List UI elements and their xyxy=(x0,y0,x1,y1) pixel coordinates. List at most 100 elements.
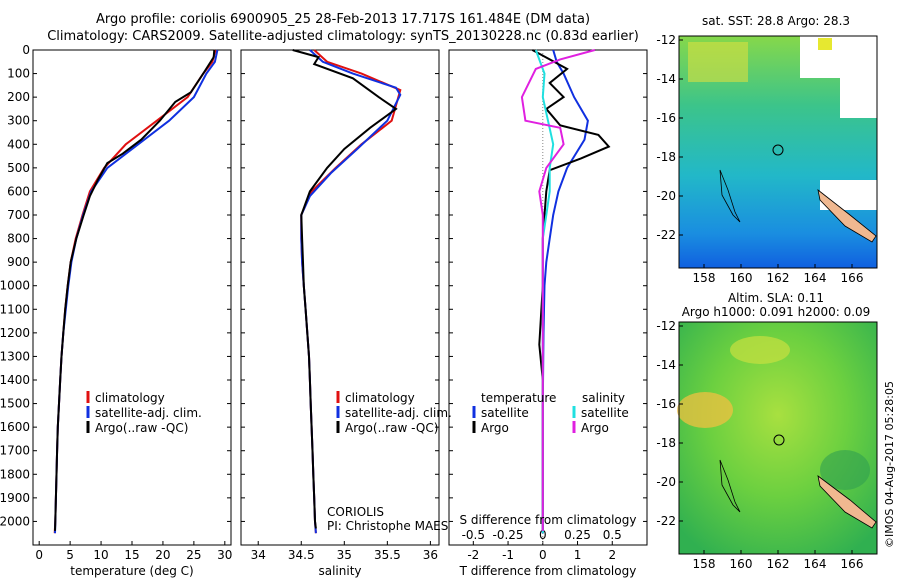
lon-tick-label: 166 xyxy=(841,271,864,285)
legend-label-clim: climatology xyxy=(95,391,165,405)
diff-legend-temp-title: temperature xyxy=(481,391,556,405)
salinity-axis-label: salinity xyxy=(318,564,361,578)
x-tick-label: 1 xyxy=(574,548,582,562)
salinity-chart: 34 34.5 35 35.5 36 xyxy=(241,49,439,562)
lat-tick-label: -18 xyxy=(656,436,676,450)
sst-map xyxy=(678,35,878,269)
y-tick-label: 400 xyxy=(7,137,30,151)
x-tick-label: 34.5 xyxy=(288,548,315,562)
y-tick-label: 300 xyxy=(7,114,30,128)
argo-position-marker xyxy=(772,144,784,156)
vanuatu-coastline xyxy=(719,169,741,223)
lon-tick-label: 158 xyxy=(693,557,716,571)
new-caledonia-island xyxy=(817,475,877,529)
legend-label-sat: satellite-adj. clim. xyxy=(345,406,452,420)
y-tick-label: 1100 xyxy=(0,302,30,316)
lon-tick-label: 158 xyxy=(693,271,716,285)
s-tick-label: 0.25 xyxy=(564,528,591,542)
lat-tick-label: -14 xyxy=(656,358,676,372)
sst-warm-patch xyxy=(688,42,748,82)
lat-tick-label: -12 xyxy=(656,319,676,333)
lat-tick-label: -22 xyxy=(656,514,676,528)
x-tick-label: 36 xyxy=(423,548,438,562)
x-tick-label: 10 xyxy=(93,548,108,562)
series-line xyxy=(300,49,402,534)
sla-map-title-2: Argo h1000: 0.091 h2000: 0.09 xyxy=(682,305,871,319)
diff-label-sal-argo: Argo xyxy=(581,421,609,435)
diff-legend-sal-title: salinity xyxy=(582,391,625,405)
y-tick-label: 500 xyxy=(7,161,30,175)
difference-panel-frame xyxy=(448,49,648,546)
lat-tick-label: -14 xyxy=(656,72,676,86)
x-tick-label: 0 xyxy=(539,548,547,562)
x-tick-label: 35.5 xyxy=(374,548,401,562)
y-tick-label: 1300 xyxy=(0,349,30,363)
sst-missing-area-2 xyxy=(840,78,877,118)
lon-tick-label: 164 xyxy=(804,557,827,571)
temperature-panel-frame xyxy=(32,49,232,546)
header-line-1: Argo profile: coriolis 6900905_25 28-Feb… xyxy=(96,12,590,27)
lat-tick-label: -12 xyxy=(656,33,676,47)
lon-tick-label: 166 xyxy=(841,557,864,571)
lat-tick-label: -16 xyxy=(656,397,676,411)
y-tick-label: 2000 xyxy=(0,514,30,528)
s-tick-label: -0.25 xyxy=(493,528,524,542)
series-line xyxy=(54,49,216,531)
legend-label-clim: climatology xyxy=(345,391,415,405)
header-line-2: Climatology: CARS2009. Satellite-adjuste… xyxy=(47,29,639,44)
sla-high-anomaly xyxy=(677,392,733,428)
lat-tick-label: -20 xyxy=(656,475,676,489)
series-line xyxy=(292,49,398,529)
x-tick-label: -2 xyxy=(467,548,479,562)
sst-warm-square xyxy=(818,38,832,50)
lat-tick-label: -20 xyxy=(656,189,676,203)
y-tick-label: 200 xyxy=(7,90,30,104)
y-tick-label: 1200 xyxy=(0,326,30,340)
s-tick-label: -0.5 xyxy=(462,528,485,542)
x-tick-label: 34 xyxy=(251,548,266,562)
x-tick-label: 25 xyxy=(186,548,201,562)
legend-label-argo: Argo(..raw -QC) xyxy=(95,421,188,435)
y-tick-label: 1600 xyxy=(0,420,30,434)
x-tick-label: 30 xyxy=(217,548,232,562)
argo-position-marker xyxy=(773,434,785,446)
series-line xyxy=(53,49,217,534)
legend-label-argo: Argo(..raw -QC) xyxy=(345,421,438,435)
x-tick-label: 15 xyxy=(124,548,139,562)
y-tick-label: 600 xyxy=(7,184,30,198)
lon-tick-label: 162 xyxy=(767,557,790,571)
y-tick-label: 800 xyxy=(7,232,30,246)
x-tick-label: 0 xyxy=(35,548,43,562)
salinity-legend: climatology satellite-adj. clim. Argo(..… xyxy=(336,391,452,435)
series-line xyxy=(541,49,589,534)
sla-map-title-1: Altim. SLA: 0.11 xyxy=(728,291,824,305)
t-difference-axis-label: T difference from climatology xyxy=(459,564,637,578)
s-difference-axis-label: S difference from climatology xyxy=(460,513,637,527)
y-tick-label: 700 xyxy=(7,208,30,222)
y-tick-label: 1400 xyxy=(0,373,30,387)
x-tick-label: -1 xyxy=(502,548,514,562)
lon-tick-label: 162 xyxy=(767,271,790,285)
sla-map xyxy=(677,321,878,555)
sst-map-title: sat. SST: 28.8 Argo: 28.3 xyxy=(702,14,850,28)
temperature-axis-label: temperature (deg C) xyxy=(70,564,193,578)
vanuatu-coastline xyxy=(719,459,741,513)
salinity-panel-frame xyxy=(240,49,440,546)
x-tick-label: 35 xyxy=(337,548,352,562)
series-line xyxy=(531,49,611,531)
sla-low-anomaly xyxy=(820,450,870,490)
new-caledonia-island xyxy=(817,189,877,243)
x-tick-label: 5 xyxy=(66,548,74,562)
temperature-chart: 0 5 10 15 20 25 300100200300400500600700800900… xyxy=(0,43,232,562)
lon-tick-label: 164 xyxy=(804,271,827,285)
y-tick-label: 0 xyxy=(22,43,30,57)
y-tick-label: 1800 xyxy=(0,467,30,481)
y-tick-label: 1900 xyxy=(0,491,30,505)
series-line xyxy=(54,49,219,534)
diff-label-temp-sat: satellite xyxy=(481,406,529,420)
legend-label-sat: satellite-adj. clim. xyxy=(95,406,202,420)
lat-tick-label: -16 xyxy=(656,111,676,125)
s-tick-label: 0 xyxy=(539,528,547,542)
